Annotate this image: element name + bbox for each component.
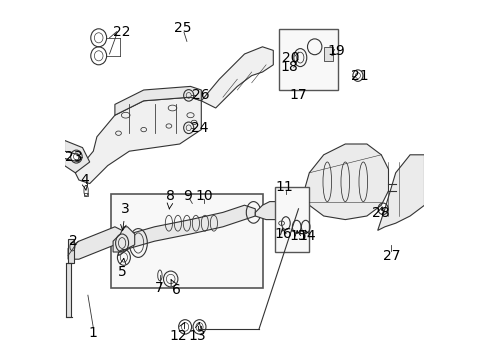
Polygon shape	[255, 202, 298, 220]
Text: 10: 10	[195, 189, 213, 203]
Text: 13: 13	[188, 323, 205, 342]
Bar	[275, 187, 309, 252]
Text: 7: 7	[154, 281, 163, 295]
Text: 12: 12	[169, 323, 186, 342]
Text: 16: 16	[274, 227, 292, 241]
Text: 6: 6	[171, 280, 180, 297]
Text: 5: 5	[118, 258, 126, 279]
Polygon shape	[64, 140, 89, 173]
Text: 23: 23	[64, 150, 82, 163]
Bar	[84, 193, 88, 196]
Polygon shape	[201, 47, 273, 108]
Text: 28: 28	[371, 206, 388, 220]
Text: 20: 20	[281, 51, 299, 64]
Polygon shape	[68, 227, 122, 259]
Text: 26: 26	[191, 89, 209, 102]
Text: 2: 2	[69, 234, 78, 248]
Text: 8: 8	[166, 189, 175, 209]
Bar	[68, 239, 73, 263]
Bar	[278, 29, 337, 90]
Bar	[323, 47, 332, 61]
Text: 24: 24	[190, 121, 208, 135]
Text: 15: 15	[288, 229, 306, 243]
Text: 3: 3	[121, 202, 130, 230]
Polygon shape	[75, 97, 201, 184]
Text: 21: 21	[350, 69, 368, 82]
Text: 14: 14	[298, 229, 316, 243]
Text: 19: 19	[327, 45, 345, 58]
Text: 17: 17	[288, 88, 306, 102]
Polygon shape	[377, 155, 424, 230]
Polygon shape	[115, 86, 201, 115]
Text: 11: 11	[275, 180, 292, 194]
Polygon shape	[113, 227, 134, 252]
Text: 4: 4	[80, 173, 88, 190]
Text: 9: 9	[183, 189, 192, 203]
Text: 1: 1	[89, 326, 98, 340]
Bar	[66, 263, 70, 317]
Bar	[111, 194, 262, 288]
Text: 18: 18	[280, 60, 298, 74]
Text: 27: 27	[382, 249, 399, 262]
Text: 25: 25	[173, 21, 191, 35]
Polygon shape	[302, 144, 387, 220]
Text: 22: 22	[112, 25, 130, 39]
Polygon shape	[118, 205, 255, 256]
